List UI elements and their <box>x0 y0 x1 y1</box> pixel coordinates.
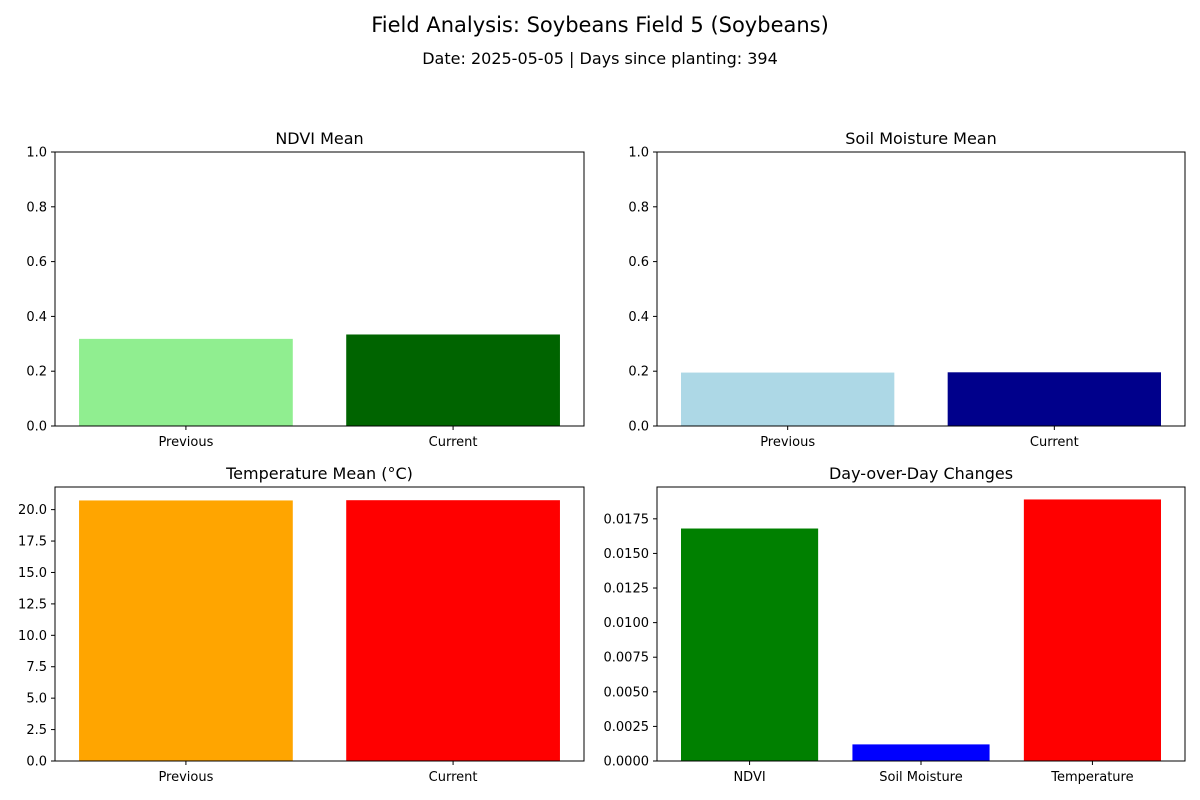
bar-temperature <box>1023 499 1161 761</box>
figure-title: Field Analysis: Soybeans Field 5 (Soybea… <box>371 13 829 37</box>
y-tick-label: 5.0 <box>26 692 47 707</box>
bar-ndvi <box>681 528 819 761</box>
axes-frame <box>54 486 585 762</box>
y-tick-label: 0.4 <box>628 310 649 325</box>
x-tick-label: Previous <box>158 770 213 785</box>
y-tick-label: 0.0050 <box>604 685 650 700</box>
y-tick-label: 20.0 <box>18 503 47 518</box>
x-tick-label: Current <box>1030 435 1079 450</box>
x-tick-label: Current <box>429 770 478 785</box>
y-tick-label: 17.5 <box>18 535 47 550</box>
x-tick-label: Soil Moisture <box>879 770 963 785</box>
y-tick-label: 15.0 <box>18 566 47 581</box>
y-tick-label: 2.5 <box>26 723 47 738</box>
bar-previous <box>79 338 293 426</box>
y-tick-label: 0.2 <box>26 365 47 380</box>
bar-previous <box>681 372 895 426</box>
chart-title: Soil Moisture Mean <box>845 129 996 148</box>
y-tick-label: 0.2 <box>628 365 649 380</box>
y-tick-label: 10.0 <box>18 629 47 644</box>
x-tick-label: Temperature <box>1050 770 1133 785</box>
y-tick-label: 0.0 <box>26 755 47 770</box>
axes-frame <box>656 151 1186 427</box>
chart-title: Day-over-Day Changes <box>829 464 1013 483</box>
y-tick-label: 0.0175 <box>604 512 650 527</box>
y-tick-label: 0.8 <box>26 200 47 215</box>
x-tick-label: Previous <box>760 435 815 450</box>
y-tick-label: 0.6 <box>26 255 47 270</box>
chart-panel-2: Previous Current 0.0 0.2 0.4 0.6 0.8 1.0 Soil Mo… <box>628 129 1186 450</box>
y-tick-label: 0.0025 <box>604 720 650 735</box>
y-tick-label: 0.0 <box>26 420 47 435</box>
bar-previous <box>79 500 293 761</box>
y-tick-label: 0.6 <box>628 255 649 270</box>
axes-frame <box>54 151 585 427</box>
y-tick-label: 12.5 <box>18 597 47 612</box>
x-tick-label: Current <box>429 435 478 450</box>
chart-panel-3: Previous Current 0.0 2.5 5.0 7.5 10.0 12.5 15.0 1… <box>18 464 585 785</box>
figure-subtitle: Date: 2025-05-05 | Days since planting: … <box>422 49 778 68</box>
bar-current <box>346 334 560 426</box>
chart-panel-1: Previous Current 0.0 0.2 0.4 0.6 0.8 1.0 NDVI Me… <box>26 129 585 450</box>
y-tick-label: 0.0075 <box>604 651 650 666</box>
y-tick-label: 0.0125 <box>604 582 650 597</box>
chart-panel-4: NDVI Soil Moisture Temperature 0.0000 0.0025… <box>604 464 1186 785</box>
chart-title: Temperature Mean (°C) <box>225 464 413 483</box>
y-tick-label: 1.0 <box>628 146 649 161</box>
y-tick-label: 1.0 <box>26 146 47 161</box>
bar-current <box>346 500 560 761</box>
chart-title: NDVI Mean <box>275 129 363 148</box>
x-tick-label: NDVI <box>733 770 765 785</box>
bar-soil-moisture <box>852 744 990 761</box>
y-tick-label: 0.8 <box>628 200 649 215</box>
y-tick-label: 0.4 <box>26 310 47 325</box>
y-tick-label: 0.0 <box>628 420 649 435</box>
y-tick-label: 7.5 <box>26 660 47 675</box>
axes-frame <box>656 486 1186 762</box>
chart-panels: Previous Current 0.0 0.2 0.4 0.6 0.8 1.0 NDVI Me… <box>18 129 1186 785</box>
x-tick-label: Previous <box>158 435 213 450</box>
y-tick-label: 0.0000 <box>604 755 650 770</box>
y-tick-label: 0.0150 <box>604 547 650 562</box>
bar-current <box>947 372 1161 426</box>
y-tick-label: 0.0100 <box>604 616 650 631</box>
